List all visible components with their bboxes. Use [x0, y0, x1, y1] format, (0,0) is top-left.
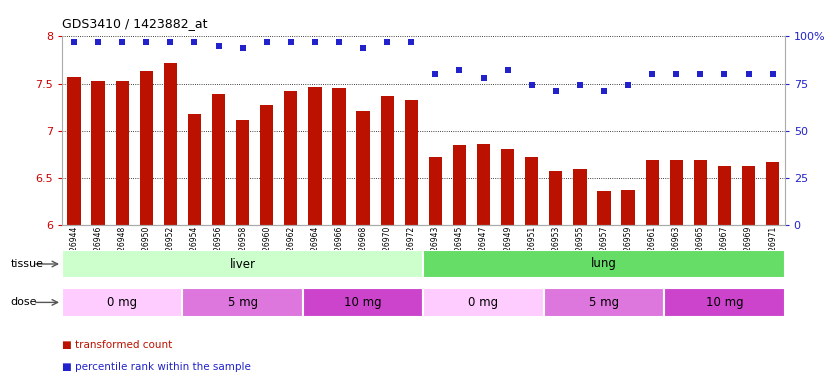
Bar	[68, 77, 81, 225]
Text: ■ percentile rank within the sample: ■ percentile rank within the sample	[62, 362, 251, 372]
Bar	[116, 81, 129, 225]
Bar	[573, 169, 586, 225]
Bar	[646, 160, 659, 225]
Bar	[525, 157, 539, 225]
Bar	[670, 160, 683, 225]
Bar	[429, 157, 442, 225]
Bar	[62, 288, 183, 317]
Bar	[62, 250, 423, 278]
Bar	[405, 99, 418, 225]
Bar	[766, 162, 779, 225]
Bar	[597, 191, 610, 225]
Bar	[423, 250, 785, 278]
Bar	[188, 114, 201, 225]
Text: 5 mg: 5 mg	[589, 296, 619, 309]
Bar	[453, 145, 466, 225]
Text: 10 mg: 10 mg	[705, 296, 743, 309]
Bar	[423, 288, 544, 317]
Bar	[284, 91, 297, 225]
Text: 0 mg: 0 mg	[468, 296, 499, 309]
Bar	[621, 190, 634, 225]
Text: GDS3410 / 1423882_at: GDS3410 / 1423882_at	[62, 17, 207, 30]
Bar	[694, 160, 707, 225]
Bar	[357, 111, 370, 225]
Bar	[549, 171, 563, 225]
Bar	[664, 288, 785, 317]
Text: 0 mg: 0 mg	[107, 296, 137, 309]
Bar	[183, 288, 303, 317]
Text: ■ transformed count: ■ transformed count	[62, 340, 172, 350]
Bar	[308, 87, 321, 225]
Bar	[742, 166, 755, 225]
Text: 5 mg: 5 mg	[228, 296, 258, 309]
Bar	[92, 81, 105, 225]
Bar	[236, 120, 249, 225]
Bar	[164, 63, 177, 225]
Bar	[381, 96, 394, 225]
Bar	[212, 94, 225, 225]
Text: tissue: tissue	[11, 259, 44, 269]
Text: dose: dose	[11, 297, 37, 307]
Bar	[332, 88, 345, 225]
Text: lung: lung	[591, 258, 617, 270]
Bar	[140, 71, 153, 225]
Bar	[718, 166, 731, 225]
Text: 10 mg: 10 mg	[344, 296, 382, 309]
Bar	[260, 105, 273, 225]
Bar	[477, 144, 490, 225]
Bar	[303, 288, 423, 317]
Bar	[544, 288, 664, 317]
Text: liver: liver	[230, 258, 255, 270]
Bar	[501, 149, 515, 225]
